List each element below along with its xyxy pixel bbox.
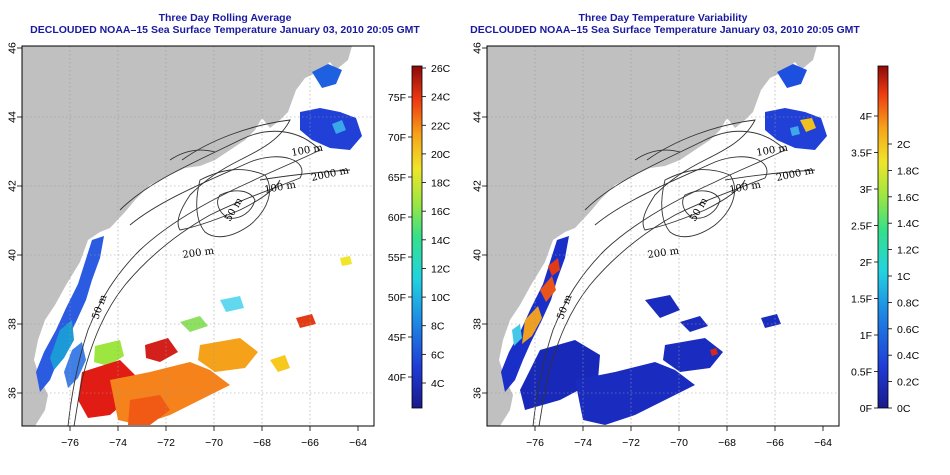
colorbar-label-left: 70F [388,132,406,144]
colorbar-label-right: 16C [431,206,451,218]
panel2-title: Three Day Temperature Variability [578,12,748,24]
y-tick-label: 38 [472,318,484,330]
x-tick-label: −68 [253,437,271,449]
panel1-subtitle: DECLOUDED NOAA–15 Sea Surface Temperatur… [30,24,420,36]
x-tick-label: −66 [301,437,319,449]
colorbar-label-left: 3.5F [851,148,872,160]
colorbar-label-right: 12C [431,263,451,275]
colorbar-label-right: 1.6C [897,192,920,204]
contour-label-200m: 200 m [182,246,215,261]
panel1-colorbar [411,65,423,409]
colorbar-label-right: 14C [431,235,451,247]
x-tick-label: −74 [574,437,592,449]
colorbar-label-right: 1.8C [897,165,920,177]
colorbar-label-left: 3F [860,184,872,196]
y-tick-label: 44 [472,111,484,123]
y-tick-label: 40 [7,249,19,261]
colorbar-label-left: 60F [388,212,406,224]
colorbar-label-left: 0F [860,403,872,415]
colorbar-label-left: 2F [860,257,872,269]
x-tick-label: −70 [670,437,688,449]
colorbar-label-right: 0.6C [897,324,920,336]
y-tick-label: 46 [7,42,19,54]
colorbar-label-right: 26C [431,63,451,75]
panel1-data-north [300,108,362,150]
colorbar-label-right: 10C [431,292,451,304]
colorbar-label-left: 55F [388,252,406,264]
colorbar-label-left: 0.5F [851,367,872,379]
y-tick-label: 36 [472,387,484,399]
colorbar-label-right: 0C [897,403,911,415]
colorbar-label-left: 1.5F [851,294,872,306]
panel1-map: 50 m 100 m 200 m 2000 m 100 m 50 m [22,46,374,426]
colorbar-label-left: 2.5F [851,221,872,233]
x-tick-label: −70 [205,437,223,449]
colorbar-label-right: 20C [431,149,451,161]
colorbar-label-right: 8C [431,321,445,333]
colorbar-label-left: 40F [388,372,406,384]
panel2-subtitle: DECLOUDED NOAA–15 Sea Surface Temperatur… [470,24,860,36]
colorbar-label-right: 4C [431,378,445,390]
colorbar-label-left: 65F [388,172,406,184]
colorbar-label-right: 22C [431,120,451,132]
panel2-land [487,46,817,426]
y-tick-label: 38 [7,318,19,330]
colorbar-label-left: 50F [388,292,406,304]
x-tick-label: −76 [61,437,79,449]
panel2-colorbar-labels: 2C 1.8C 1.6C 1.4C 1.2C 1C 0.8C 0.6C 0.4C 0.2C 0C 4F… [851,111,920,415]
x-tick-label: −72 [157,437,175,449]
colorbar-label-right: 6C [431,349,445,361]
colorbar-label-right: 0.8C [897,297,920,309]
y-tick-label: 42 [7,180,19,192]
colorbar-label-right: 1.4C [897,218,920,230]
colorbar-label-right: 0.4C [897,350,920,362]
x-tick-label: −76 [526,437,544,449]
x-tick-label: −64 [349,437,367,449]
colorbar-label-left: 75F [388,92,406,104]
y-tick-label: 46 [472,42,484,54]
panel2-colorbar [877,65,889,409]
colorbar-label-left: 45F [388,332,406,344]
x-tick-label: −72 [622,437,640,449]
y-tick-label: 42 [472,180,484,192]
panel1-colorbar-labels: 26C 24C 22C 20C 18C 16C 14C 12C 10C 8C 6C 4C 75F 70F 6… [388,63,451,390]
colorbar-label-right: 1.2C [897,245,920,257]
colorbar-label-left: 4F [860,111,872,123]
panel1-axes: −76 −74 −72 −70 −68 −66 −64 36 38 40 42 44 46 [7,42,367,449]
panel1-land [22,46,352,426]
y-tick-label: 40 [472,249,484,261]
x-tick-label: −74 [109,437,127,449]
panel2-axes: −76 −74 −72 −70 −68 −66 −64 36 38 40 42 44 46 [472,42,832,449]
x-tick-label: −68 [718,437,736,449]
panel1-frame [21,45,375,427]
panel2-map: 50 m 100 m 200 m 2000 m 100 m 50 m [487,46,839,426]
x-tick-label: −66 [766,437,784,449]
colorbar-label-left: 1F [860,330,872,342]
colorbar-label-right: 18C [431,178,451,190]
colorbar-label-right: 24C [431,92,451,104]
x-tick-label: −64 [814,437,832,449]
colorbar-label-right: 1C [897,271,911,283]
contour-label-200m: 200 m [647,246,680,261]
colorbar-label-right: 2C [897,139,911,151]
colorbar-label-right: 0.2C [897,377,920,389]
panel2-frame [486,45,840,427]
y-tick-label: 44 [7,111,19,123]
y-tick-label: 36 [7,387,19,399]
panel1-title: Three Day Rolling Average [158,12,292,24]
